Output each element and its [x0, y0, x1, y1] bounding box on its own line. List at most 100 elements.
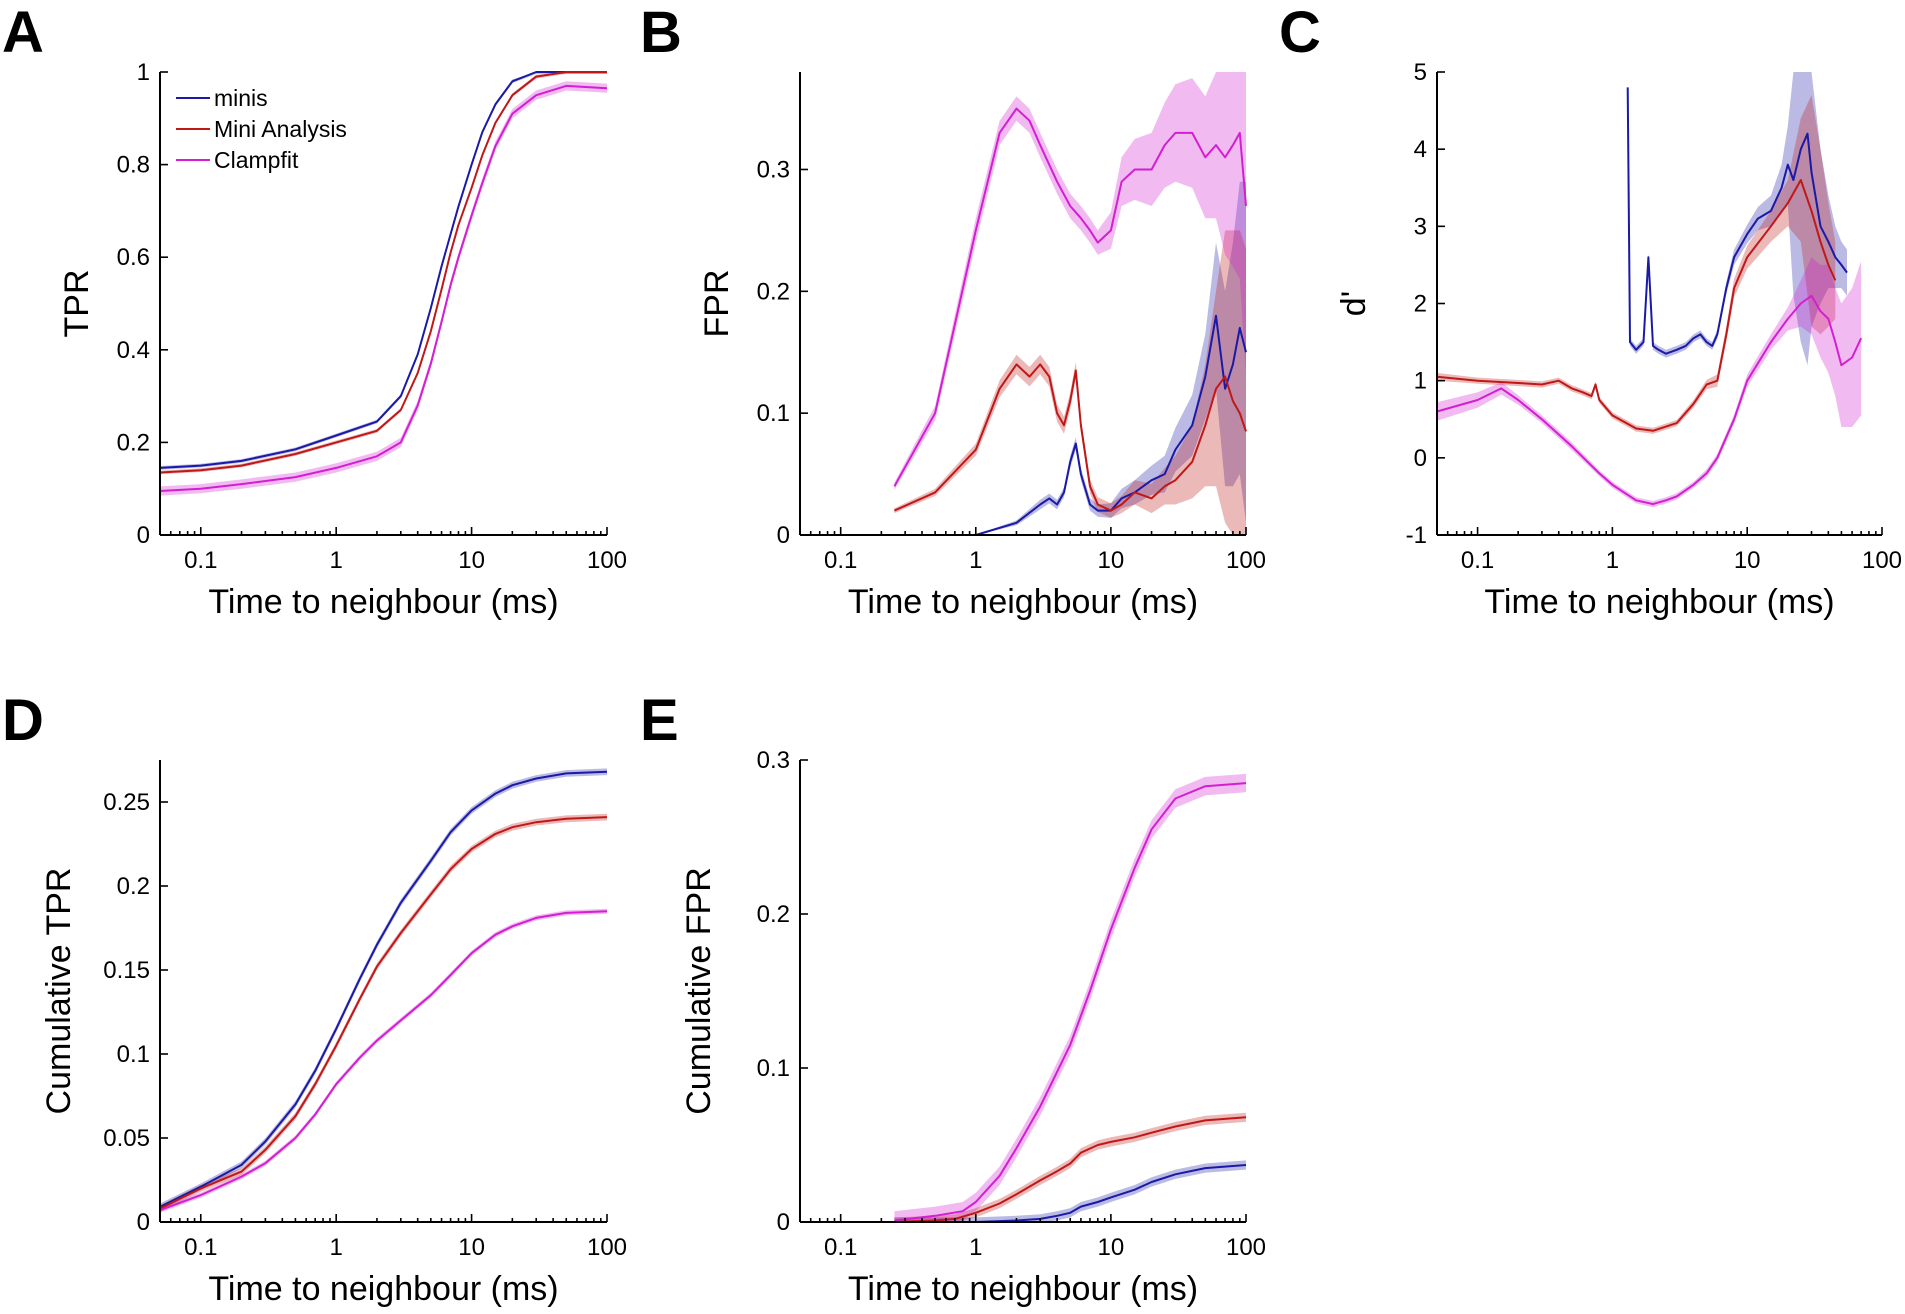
panel-a-band-clampfit — [160, 81, 607, 496]
panel-d-x-tick-label: 10 — [458, 1234, 485, 1261]
panel-b-y-tick-label: 0 — [777, 522, 790, 549]
panel-c-x-tick-label: 10 — [1734, 547, 1761, 574]
panel-a-y-tick-label: 0.8 — [117, 152, 150, 179]
panel-a-plot: 0.1 1 10 100 0 0.2 0.4 0.6 0.8 1 Time to neighbour… — [58, 59, 627, 621]
legend: minis Mini Analysis Clampfit — [176, 85, 347, 173]
panel-e-band-mini-analysis — [894, 1112, 1246, 1222]
panel-e-x-tick-label: 100 — [1226, 1234, 1266, 1261]
panel-a-y-tick-label: 1 — [137, 59, 150, 86]
panel-a: A 0.1 1 10 100 0 0.2 0.4 0.6 0.8 1 Time to neighbo… — [2, 0, 627, 621]
panel-b-x-tick-label: 100 — [1226, 547, 1266, 574]
panel-d-y-tick-label: 0.2 — [117, 873, 150, 900]
panel-d-y-tick-label: 0.05 — [103, 1125, 150, 1152]
panel-e-x-tick-label: 1 — [969, 1234, 982, 1261]
panel-b-line-minis — [894, 314, 1247, 536]
panel-e-x-tick-label: 10 — [1098, 1234, 1125, 1261]
panel-b-line-mini-analysis — [893, 363, 1247, 512]
panel-e-y-tick-label: 0.1 — [757, 1055, 790, 1082]
panel-e-y-tick-label: 0.3 — [757, 747, 790, 774]
panel-b-line-clampfit — [893, 107, 1247, 487]
panel-a-line-minis — [159, 71, 607, 469]
panel-d: D 0.1 1 10 100 0 0.05 0.1 0.15 0.2 0.25 Time to ne… — [2, 688, 627, 1308]
panel-a-x-tick-label: 10 — [458, 547, 485, 574]
panel-a-x-axis-title: Time to neighbour (ms) — [208, 583, 558, 621]
panel-a-y-tick-label: 0.4 — [117, 337, 150, 364]
panel-c-line-clampfit — [1436, 294, 1863, 506]
legend-label-minis: minis — [214, 85, 268, 111]
panel-letter-b: B — [640, 0, 682, 65]
legend-label-clampfit: Clampfit — [214, 147, 299, 173]
panel-e-line-clampfit — [894, 782, 1247, 1222]
panel-b-x-tick-label: 1 — [969, 547, 982, 574]
panel-e-y-tick-label: 0.2 — [757, 901, 790, 928]
panel-a-x-tick-label: 100 — [587, 547, 627, 574]
panel-a-x-tick-label: 1 — [329, 547, 342, 574]
panel-letter-a: A — [2, 0, 44, 65]
panel-b-x-tick-label: 0.1 — [824, 547, 857, 574]
panel-b: B 0.1 1 10 100 0 0.1 0.2 0.3 Time to neighbour (… — [640, 0, 1266, 621]
panel-b-y-tick-label: 0.1 — [757, 400, 790, 427]
panel-d-band-mini-analysis — [160, 813, 607, 1212]
panel-c-x-tick-label: 0.1 — [1461, 547, 1494, 574]
panel-b-band-clampfit — [894, 72, 1246, 490]
panel-letter-c: C — [1279, 0, 1321, 65]
panel-a-y-axis-title: TPR — [58, 270, 96, 338]
panel-c-band-clampfit — [1437, 257, 1862, 508]
legend-label-mini-analysis: Mini Analysis — [214, 116, 347, 142]
panel-c-line-mini-analysis — [1436, 179, 1837, 432]
panel-d-x-axis-title: Time to neighbour (ms) — [208, 1270, 558, 1308]
panel-b-y-axis-title: FPR — [698, 270, 736, 338]
panel-d-y-tick-label: 0.1 — [117, 1041, 150, 1068]
panel-d-y-tick-label: 0 — [137, 1209, 150, 1236]
panel-a-line-mini-analysis — [159, 71, 607, 474]
panel-a-line-clampfit — [159, 84, 608, 492]
panel-letter-e: E — [640, 688, 679, 753]
panel-e: E 0.1 1 10 100 0 0.1 0.2 0.3 Time to neighbour (… — [640, 688, 1266, 1308]
panel-d-y-axis-title: Cumulative TPR — [40, 868, 78, 1115]
panel-c-y-tick-label: 3 — [1414, 213, 1427, 240]
panel-e-band-minis — [894, 1160, 1246, 1222]
panel-e-line-mini-analysis — [894, 1116, 1247, 1223]
panel-e-y-axis-title: Cumulative FPR — [680, 867, 718, 1115]
panel-c-x-tick-label: 1 — [1606, 547, 1619, 574]
panel-e-y-tick-label: 0 — [777, 1209, 790, 1236]
panel-c-band-mini-analysis — [1437, 95, 1836, 434]
panel-d-y-tick-label: 0.15 — [103, 957, 150, 984]
panel-e-plot: 0.1 1 10 100 0 0.1 0.2 0.3 Time to neighbour (ms… — [680, 747, 1266, 1308]
panel-c-band-minis — [1627, 72, 1847, 366]
panel-c-y-tick-label: 5 — [1414, 59, 1427, 86]
panel-c-y-tick-label: 1 — [1414, 368, 1427, 395]
panel-c-y-tick-label: 4 — [1414, 136, 1427, 163]
panel-b-x-tick-label: 10 — [1098, 547, 1125, 574]
panel-e-x-axis-title: Time to neighbour (ms) — [848, 1270, 1198, 1308]
panel-c-line-minis — [1626, 87, 1848, 355]
panel-d-band-minis — [160, 768, 607, 1211]
panel-d-line-minis — [159, 770, 608, 1208]
panel-e-band-clampfit — [894, 773, 1246, 1222]
panel-c-y-tick-label: -1 — [1406, 522, 1427, 549]
panel-a-x-tick-label: 0.1 — [184, 547, 217, 574]
panel-e-x-tick-label: 0.1 — [824, 1234, 857, 1261]
panel-c: C 0.1 1 10 100 -1 0 1 2 3 4 5 Time to neighbour (ms… — [1279, 0, 1902, 621]
panel-b-y-tick-label: 0.2 — [757, 278, 790, 305]
panel-a-y-tick-label: 0.2 — [117, 429, 150, 456]
panel-c-x-tick-label: 100 — [1862, 547, 1902, 574]
panel-d-x-tick-label: 100 — [587, 1234, 627, 1261]
panel-a-y-tick-label: 0.6 — [117, 244, 150, 271]
panel-c-plot: 0.1 1 10 100 -1 0 1 2 3 4 5 Time to neighbour (ms) d… — [1335, 59, 1902, 621]
panel-b-plot: 0.1 1 10 100 0 0.1 0.2 0.3 Time to neighbour (ms… — [698, 72, 1266, 621]
panel-a-y-tick-label: 0 — [137, 522, 150, 549]
panel-letter-d: D — [2, 688, 44, 753]
panel-d-line-mini-analysis — [159, 816, 608, 1210]
panel-c-y-tick-label: 2 — [1414, 291, 1427, 318]
panel-d-x-tick-label: 0.1 — [184, 1234, 217, 1261]
panel-d-plot: 0.1 1 10 100 0 0.05 0.1 0.15 0.2 0.25 Time to neig… — [40, 760, 627, 1308]
panel-b-y-tick-label: 0.3 — [757, 156, 790, 183]
panel-b-x-axis-title: Time to neighbour (ms) — [848, 583, 1198, 621]
panel-c-y-tick-label: 0 — [1414, 445, 1427, 472]
panel-b-band-mini-analysis — [894, 230, 1246, 535]
panel-d-y-tick-label: 0.25 — [103, 789, 150, 816]
panel-c-y-axis-title: d' — [1335, 291, 1373, 316]
panel-d-x-tick-label: 1 — [329, 1234, 342, 1261]
